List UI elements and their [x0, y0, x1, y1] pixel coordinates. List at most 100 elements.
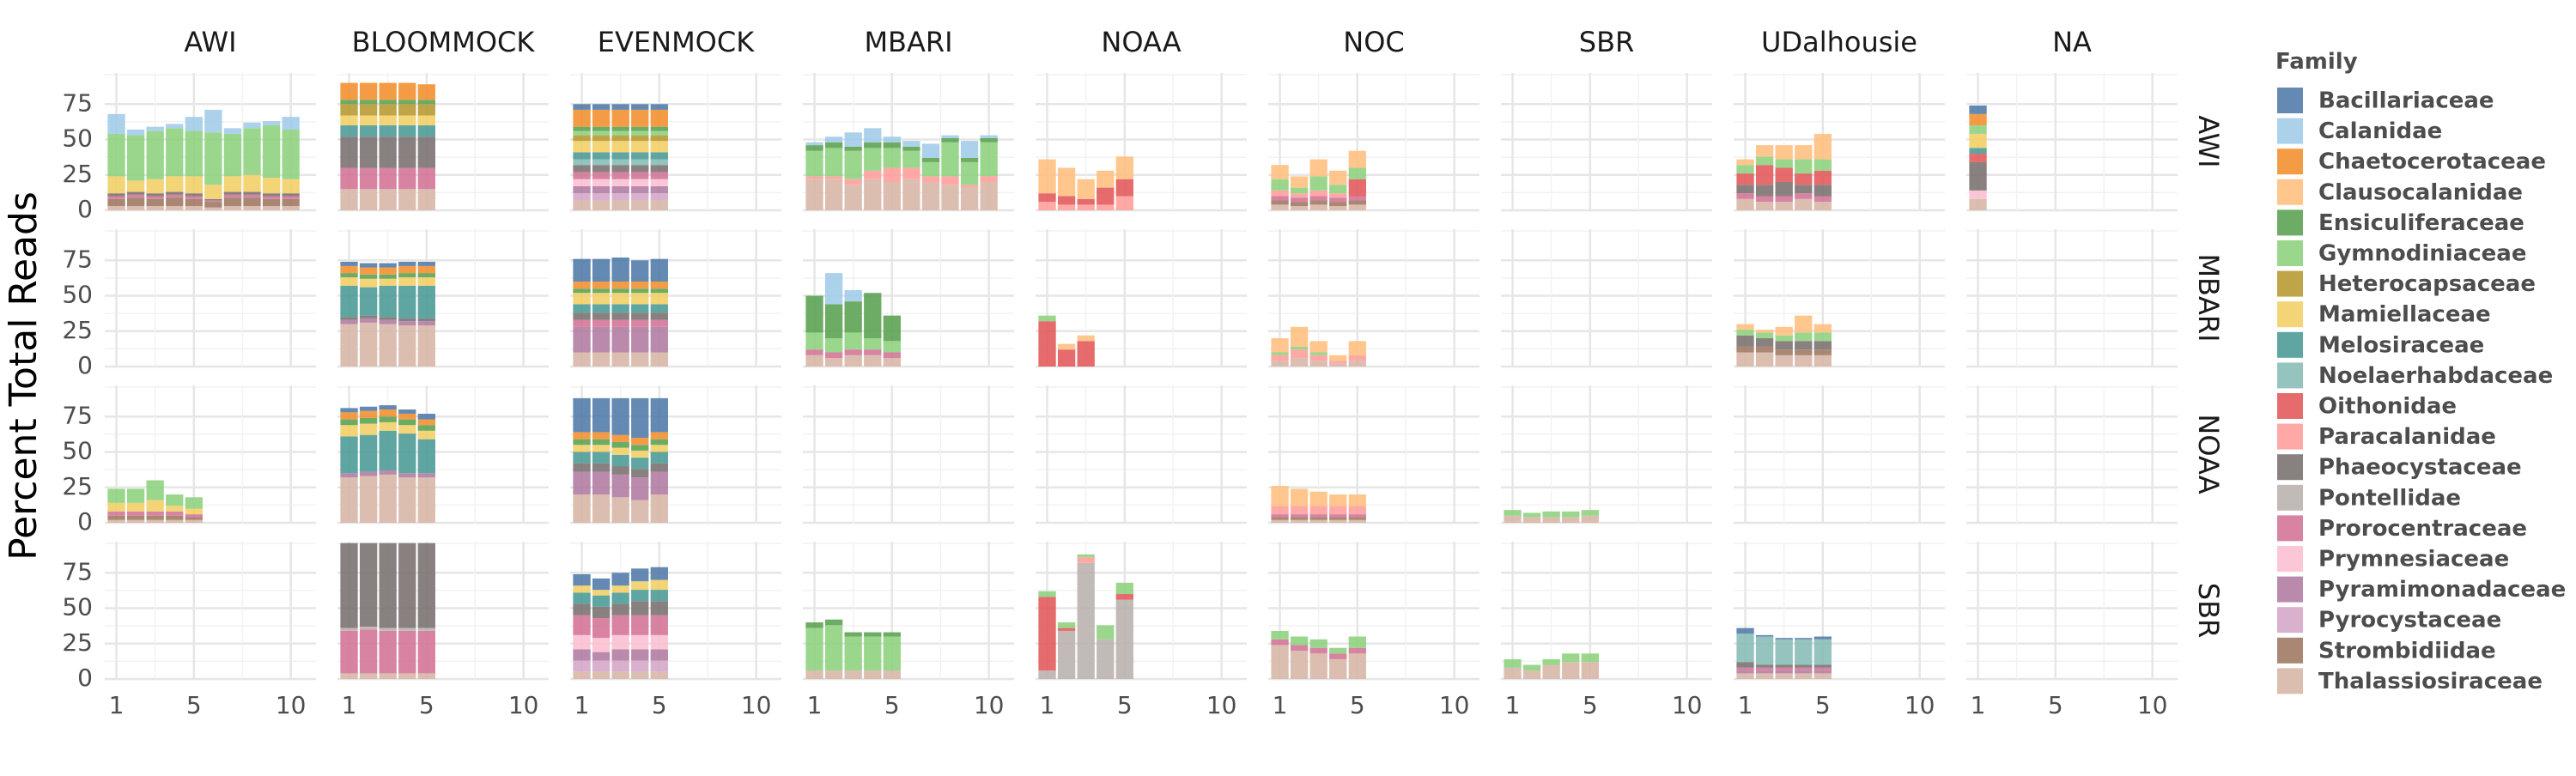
- bar-segment: [650, 439, 668, 446]
- bar-segment: [844, 301, 862, 333]
- bar-segment: [1814, 170, 1832, 185]
- bar-segment: [864, 170, 882, 179]
- bar-segment: [1814, 202, 1832, 210]
- bar-segment: [631, 477, 649, 500]
- bar-segment: [359, 434, 378, 472]
- bar-segment: [611, 592, 629, 604]
- bar-segment: [1309, 517, 1327, 520]
- column-strip-label: AWI: [184, 26, 236, 58]
- x-tick-label: 1: [109, 691, 125, 719]
- bar-segment: [417, 325, 435, 367]
- bar-segment: [417, 167, 435, 190]
- bar-segment: [340, 319, 358, 324]
- bar-segment: [844, 632, 862, 637]
- bar-segment: [631, 130, 649, 136]
- x-tick-label: 10: [276, 691, 307, 719]
- bar-segment: [805, 622, 823, 628]
- legend-swatch: [2277, 362, 2303, 389]
- bar-segment: [1115, 594, 1133, 600]
- bar-segment: [379, 274, 397, 279]
- bar-segment: [126, 129, 145, 136]
- bar-segment: [1348, 200, 1366, 205]
- bar-segment: [960, 187, 979, 210]
- bar-segment: [631, 288, 649, 294]
- panel-noaa-sbr: [1501, 385, 1712, 524]
- bar-segment: [126, 515, 145, 520]
- legend-label: Phaeocystaceae: [2318, 455, 2522, 481]
- bar-segment: [650, 319, 668, 327]
- bar-segment: [243, 206, 261, 210]
- legend-label: Pyramimonadaceae: [2318, 577, 2566, 603]
- bar-segment: [883, 670, 901, 679]
- bar-segment: [1814, 355, 1832, 367]
- bar-segment: [864, 128, 882, 142]
- bar-segment: [379, 430, 397, 470]
- bar-segment: [1329, 517, 1347, 520]
- bar-segment: [1290, 346, 1309, 350]
- bar-segment: [1795, 145, 1813, 160]
- bar-segment: [1775, 664, 1793, 668]
- bar-segment: [1329, 202, 1347, 207]
- column-strip-label: MBARI: [864, 26, 952, 58]
- bar-segment: [340, 473, 358, 478]
- bar-segment: [592, 109, 611, 127]
- bar-segment: [262, 198, 281, 207]
- bar-segment: [631, 260, 649, 282]
- bar-segment: [902, 146, 920, 151]
- bar-segment: [592, 165, 611, 173]
- legend-swatch: [2277, 270, 2303, 297]
- bar-segment: [1581, 510, 1599, 516]
- bar-segment: [1775, 673, 1793, 679]
- bar-segment: [107, 198, 125, 207]
- bar-segment: [573, 193, 591, 201]
- bar-segment: [359, 267, 378, 275]
- bar-segment: [805, 349, 823, 355]
- bar-segment: [592, 660, 611, 672]
- bar-segment: [1814, 636, 1832, 640]
- bar-segment: [398, 433, 416, 474]
- bar-segment: [1522, 664, 1541, 671]
- bar-segment: [592, 185, 611, 194]
- bar-segment: [340, 115, 358, 126]
- bar-segment: [398, 285, 416, 318]
- bar-segment: [573, 585, 591, 593]
- bar-segment: [1755, 165, 1774, 185]
- bar-segment: [1775, 638, 1793, 640]
- bar-segment: [359, 410, 378, 418]
- bar-segment: [107, 511, 125, 516]
- bar-segment: [262, 196, 281, 199]
- bar-segment: [1271, 645, 1289, 679]
- bar-segment: [1542, 517, 1560, 523]
- bar-segment: [650, 135, 668, 142]
- bar-segment: [1115, 582, 1133, 595]
- bar-segment: [243, 122, 261, 129]
- bar-segment: [340, 419, 358, 426]
- bar-segment: [1348, 647, 1366, 654]
- bar-segment: [650, 615, 668, 635]
- bar-segment: [166, 506, 184, 512]
- bar-segment: [146, 126, 164, 131]
- bar-segment: [631, 634, 649, 650]
- bar-segment: [1077, 557, 1095, 563]
- legend-label: Clausocalanidae: [2318, 179, 2523, 205]
- bar-segment: [398, 82, 416, 100]
- bar-segment: [359, 104, 378, 116]
- bar-segment: [417, 189, 435, 210]
- bar-segment: [359, 136, 378, 168]
- bar-segment: [1271, 204, 1289, 210]
- bar-segment: [631, 159, 649, 166]
- legend-label: Prorocentraceae: [2318, 516, 2527, 542]
- y-tick-label: 50: [62, 437, 93, 465]
- bars-awi-evenmock: [573, 104, 668, 210]
- bar-segment: [1775, 349, 1793, 355]
- bar-segment: [631, 165, 649, 173]
- bar-segment: [359, 471, 378, 476]
- bar-segment: [980, 135, 998, 138]
- bar-segment: [379, 543, 397, 628]
- x-tick-label: 10: [1905, 691, 1935, 719]
- bar-segment: [631, 193, 649, 201]
- bar-segment: [1795, 185, 1813, 194]
- bar-segment: [166, 515, 184, 520]
- bar-segment: [107, 133, 125, 177]
- bars-sbr-evenmock: [573, 567, 668, 679]
